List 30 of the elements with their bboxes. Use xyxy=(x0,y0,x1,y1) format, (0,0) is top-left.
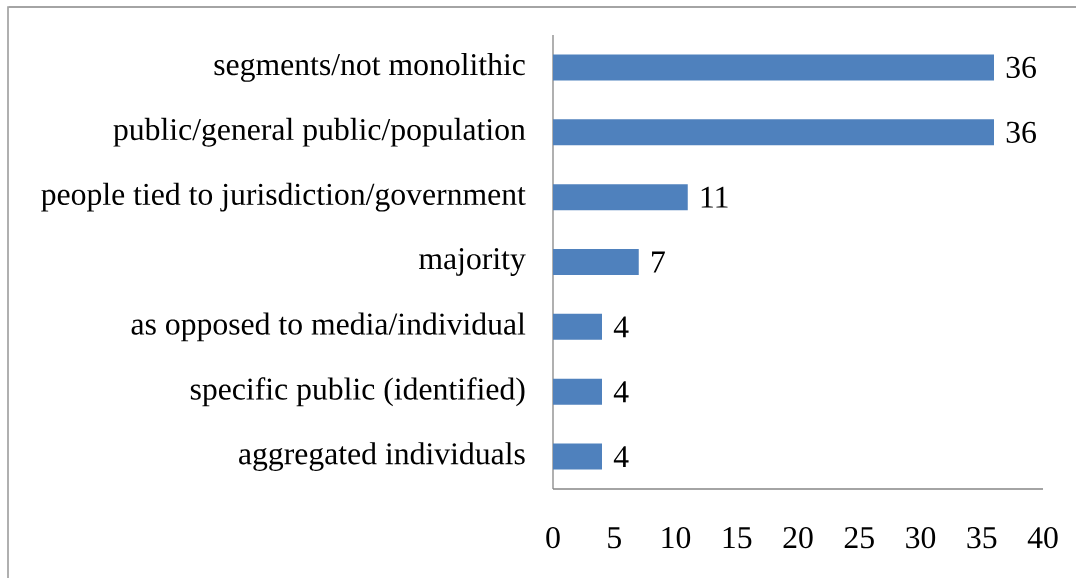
y-tick-label: segments/not monolithic xyxy=(214,53,525,82)
x-tick-label: 5 xyxy=(608,527,621,549)
y-tick-label: as opposed to media/individual xyxy=(131,312,526,342)
data-label: 4 xyxy=(613,446,629,468)
data-label: 7 xyxy=(652,251,665,273)
data-label: 36 xyxy=(1006,56,1036,79)
y-tick-label: aggregated individuals xyxy=(239,442,525,471)
y-tick-label: majority xyxy=(419,248,526,276)
x-tick-label: 35 xyxy=(967,527,997,549)
data-label: 36 xyxy=(1006,121,1036,143)
bar xyxy=(553,249,639,275)
x-tick-label: 15 xyxy=(723,527,752,549)
bar xyxy=(553,184,688,211)
data-label: 4 xyxy=(613,316,629,338)
data-label: 11 xyxy=(701,186,728,208)
bar xyxy=(553,119,994,146)
y-tick-label: specific public (identified) xyxy=(190,377,525,407)
bar xyxy=(553,378,602,405)
data-label: 4 xyxy=(613,381,629,403)
x-tick-label: 10 xyxy=(662,526,691,549)
x-tick-label: 20 xyxy=(783,526,813,549)
y-tick-label: public/general public/population xyxy=(113,117,526,147)
x-tick-label: 30 xyxy=(906,526,936,549)
bar xyxy=(553,443,602,470)
y-tick-label: people tied to jurisdiction/government xyxy=(41,182,526,212)
x-tick-label: 0 xyxy=(546,526,560,549)
x-tick-label: 40 xyxy=(1027,526,1058,549)
x-tick-label: 25 xyxy=(844,527,874,549)
bar xyxy=(553,313,602,340)
bar xyxy=(553,54,994,81)
